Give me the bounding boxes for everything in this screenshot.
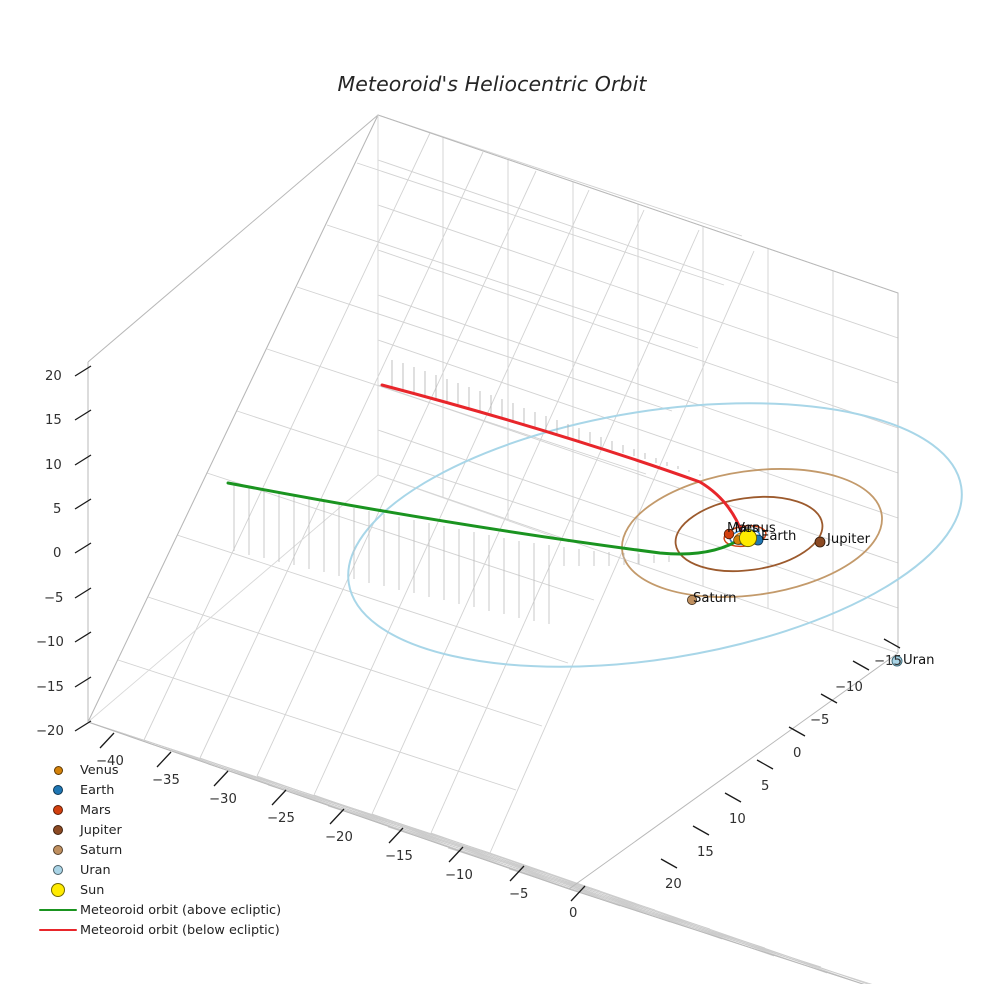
legend-label: Mars <box>80 802 111 818</box>
legend-label: Meteoroid orbit (above ecliptic) <box>80 902 282 918</box>
z-tick-label: 0 <box>53 546 62 561</box>
legend-label: Meteoroid orbit (below ecliptic) <box>80 922 280 938</box>
label-saturn: Saturn <box>693 591 737 606</box>
grid-panes <box>87 114 899 984</box>
legend-item-uran[interactable]: Uran <box>36 860 298 880</box>
x-tick-label: −20 <box>325 830 353 845</box>
label-venus: Venus <box>736 521 776 536</box>
tick-marks-x <box>99 732 586 902</box>
legend-marker-venus <box>36 765 80 775</box>
legend: Venus Earth Mars Jupiter Saturn <box>36 760 298 940</box>
label-uran: Uran <box>903 653 935 668</box>
marker-uran <box>891 655 903 667</box>
z-tick-label: 5 <box>53 502 62 517</box>
tick-marks-z <box>74 365 92 732</box>
legend-item-earth[interactable]: Earth <box>36 780 298 800</box>
legend-marker-saturn <box>36 845 80 855</box>
stems-above-ecliptic <box>233 484 670 624</box>
legend-item-jupiter[interactable]: Jupiter <box>36 820 298 840</box>
series-meteoroid-above-ecliptic <box>226 481 744 556</box>
z-tick-label: −15 <box>36 680 64 695</box>
legend-item-venus[interactable]: Venus <box>36 760 298 780</box>
y-tick-label: 0 <box>793 746 802 761</box>
axes-box-edges <box>87 114 899 984</box>
y-tick-label: −15 <box>874 654 902 669</box>
y-tick-label: −10 <box>835 680 863 695</box>
x-tick-label: −15 <box>385 849 413 864</box>
legend-label: Uran <box>80 862 111 878</box>
legend-label: Jupiter <box>80 822 122 838</box>
axes-inner-edges <box>87 115 570 723</box>
label-mars: Mars <box>727 521 759 536</box>
tick-marks-y <box>660 638 901 869</box>
legend-line-below-ecliptic <box>36 928 80 932</box>
y-tick-label: 20 <box>665 877 682 892</box>
z-tick-label: −10 <box>36 635 64 650</box>
z-tick-label: 10 <box>45 458 62 473</box>
legend-item-mars[interactable]: Mars <box>36 800 298 820</box>
legend-item-saturn[interactable]: Saturn <box>36 840 298 860</box>
tick-marks <box>74 365 901 902</box>
x-tick-label: −30 <box>209 792 237 807</box>
legend-marker-jupiter <box>36 825 80 835</box>
marker-mars <box>723 528 735 540</box>
x-tick-label: −35 <box>152 773 180 788</box>
page-title: Meteoroid's Heliocentric Orbit <box>337 72 647 96</box>
legend-item-meteoroid-below[interactable]: Meteoroid orbit (below ecliptic) <box>36 920 298 940</box>
y-tick-label: 15 <box>697 845 714 860</box>
body-markers <box>687 528 903 667</box>
series-meteoroid-below-ecliptic <box>380 383 744 535</box>
orbit-jupiter <box>674 495 824 573</box>
marker-saturn <box>687 595 698 606</box>
legend-marker-mars <box>36 805 80 815</box>
marker-jupiter <box>814 536 826 548</box>
x-tick-label: 0 <box>569 906 578 921</box>
legend-marker-sun <box>36 883 80 897</box>
y-tick-label: −5 <box>810 713 830 728</box>
x-tick-label: −5 <box>509 887 529 902</box>
orbit-saturn <box>621 468 883 598</box>
x-tick-label: −40 <box>96 754 124 769</box>
legend-marker-earth <box>36 785 80 795</box>
legend-label: Sun <box>80 882 105 898</box>
y-tick-label: 5 <box>761 779 770 794</box>
x-tick-label: −25 <box>267 811 295 826</box>
z-tick-label: 20 <box>45 369 62 384</box>
marker-sun <box>738 528 758 548</box>
legend-line-above-ecliptic <box>36 908 80 912</box>
grid-wall-left-horizontal <box>87 114 743 854</box>
y-tick-label: 10 <box>729 812 746 827</box>
x-tick-label: −10 <box>445 868 473 883</box>
legend-marker-uran <box>36 865 80 875</box>
orbit-uran <box>347 402 963 668</box>
legend-label: Earth <box>80 782 115 798</box>
label-jupiter: Jupiter <box>827 532 870 547</box>
label-earth: Earth <box>761 529 797 544</box>
z-tick-label: −20 <box>36 724 64 739</box>
legend-item-meteoroid-above[interactable]: Meteoroid orbit (above ecliptic) <box>36 900 298 920</box>
legend-label: Saturn <box>80 842 123 858</box>
z-tick-label: 15 <box>45 413 62 428</box>
z-tick-label: −5 <box>44 591 64 606</box>
stems-below-ecliptic <box>391 360 701 476</box>
legend-label: Venus <box>80 762 119 778</box>
legend-item-sun[interactable]: Sun <box>36 880 298 900</box>
